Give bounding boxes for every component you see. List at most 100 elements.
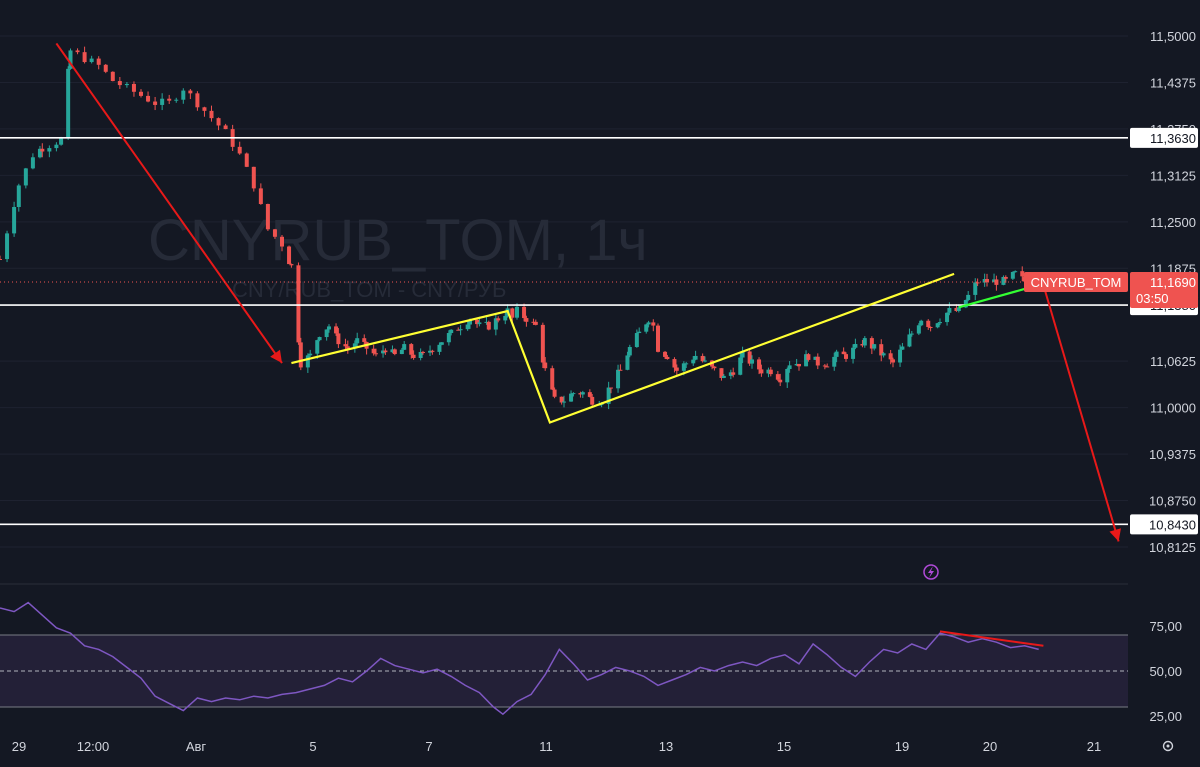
current-price-value: 11,1690: [1150, 275, 1196, 290]
candle-body: [343, 344, 348, 347]
candle-body: [456, 329, 461, 331]
candle-body: [1010, 271, 1015, 279]
price-tick-label: 11,5000: [1150, 29, 1196, 44]
candle-body: [768, 369, 773, 375]
candle-body: [665, 356, 670, 360]
rsi-divergence-line: [939, 630, 1044, 647]
candle-body: [124, 83, 129, 86]
candle-body: [202, 107, 207, 111]
candle-body: [569, 393, 574, 402]
candle-body: [552, 389, 557, 397]
candle-body: [634, 333, 639, 348]
candle-body: [815, 356, 820, 366]
candle-body: [493, 318, 498, 330]
candle-body: [336, 333, 341, 345]
candle-body: [334, 326, 339, 334]
candle-body: [392, 349, 397, 355]
candle-body: [475, 319, 480, 325]
candle-body: [985, 279, 989, 283]
price-tick-label: 11,2500: [1150, 215, 1196, 230]
candle-body: [439, 342, 444, 345]
candle-body: [703, 360, 707, 362]
candle-body: [355, 338, 360, 344]
candle-body: [315, 340, 320, 354]
candle-body: [834, 351, 839, 357]
candle-body: [747, 351, 752, 364]
candle-body: [524, 318, 529, 322]
candle-body: [775, 374, 780, 380]
candle-body: [719, 368, 724, 378]
candle-body: [841, 351, 846, 355]
level-label: 11,3630: [1150, 131, 1196, 146]
watermark-description: CNY/RUB_TOM - CNY/РУБ: [232, 277, 506, 302]
candle-body: [37, 148, 42, 158]
price-tick-label: 11,4375: [1150, 75, 1196, 90]
candle-body: [625, 355, 630, 370]
price-axis[interactable]: 11,500011,437511,375011,312511,250011,18…: [1024, 0, 1200, 767]
candle-body: [153, 101, 158, 105]
candle-body: [794, 363, 799, 366]
candle-body: [223, 125, 228, 130]
price-tick-label: 10,8125: [1149, 540, 1196, 555]
candle-body: [390, 349, 395, 353]
candle-body: [23, 168, 28, 186]
candle-body: [973, 282, 978, 295]
drawings: [0, 42, 1128, 542]
candle-body: [844, 354, 848, 359]
candle-body: [381, 350, 386, 354]
candle-body: [606, 387, 611, 404]
candle-body: [947, 307, 952, 313]
candle-body: [907, 334, 912, 347]
candle-body: [486, 321, 491, 330]
candle-body: [265, 204, 270, 230]
candle-body: [399, 349, 404, 355]
candle-body: [860, 343, 865, 346]
candle-body: [862, 338, 867, 346]
candle-body: [409, 344, 414, 355]
time-tick-label: 11: [539, 739, 553, 754]
candle-body: [30, 157, 35, 169]
candle-body: [345, 346, 350, 349]
symbol-tag-box: [1024, 272, 1128, 293]
candle-body: [96, 58, 101, 65]
candle-body: [712, 366, 717, 369]
candle-body: [935, 323, 940, 328]
candle-body: [1001, 276, 1006, 285]
candle-body: [571, 393, 576, 395]
candle-body: [131, 83, 136, 92]
watermark-symbol: CNYRUB_TOM, 1ч: [148, 208, 648, 273]
candle-body: [251, 166, 256, 189]
candle-body: [362, 338, 367, 342]
settings-gear-icon[interactable]: [1162, 740, 1174, 752]
candle-body: [68, 50, 73, 69]
red-arrow-head-1: [1109, 528, 1121, 542]
candle-body: [550, 368, 555, 390]
price-tick-label: 10,9375: [1149, 447, 1196, 462]
candle-body: [531, 321, 536, 323]
candle-body: [496, 318, 501, 321]
candle-body: [82, 52, 87, 63]
candle-body: [543, 362, 548, 369]
yellow-trend-line: [291, 272, 955, 424]
candle-body: [919, 320, 924, 326]
candle-body: [992, 279, 997, 283]
candle-body: [437, 344, 442, 352]
price-axis-background: [1128, 0, 1200, 767]
candle-body: [449, 329, 454, 334]
time-axis[interactable]: 29 12:00 Авг 5 7 11 13 15 19 20 21: [0, 732, 1128, 767]
candle-body: [503, 315, 508, 321]
time-tick-label: 12:00: [77, 739, 110, 754]
alert-lightning-icon[interactable]: [923, 564, 939, 580]
candle-body: [374, 353, 378, 355]
candle-body: [956, 307, 961, 311]
candle-body: [869, 338, 874, 349]
level-label-box: [1130, 127, 1198, 148]
candle-body: [289, 264, 294, 266]
candle-body: [146, 95, 151, 102]
candle-body: [627, 347, 632, 356]
candle-body: [721, 375, 726, 378]
candle-body: [731, 372, 736, 375]
time-axis-background: [0, 732, 1128, 767]
candle-body: [672, 359, 677, 368]
